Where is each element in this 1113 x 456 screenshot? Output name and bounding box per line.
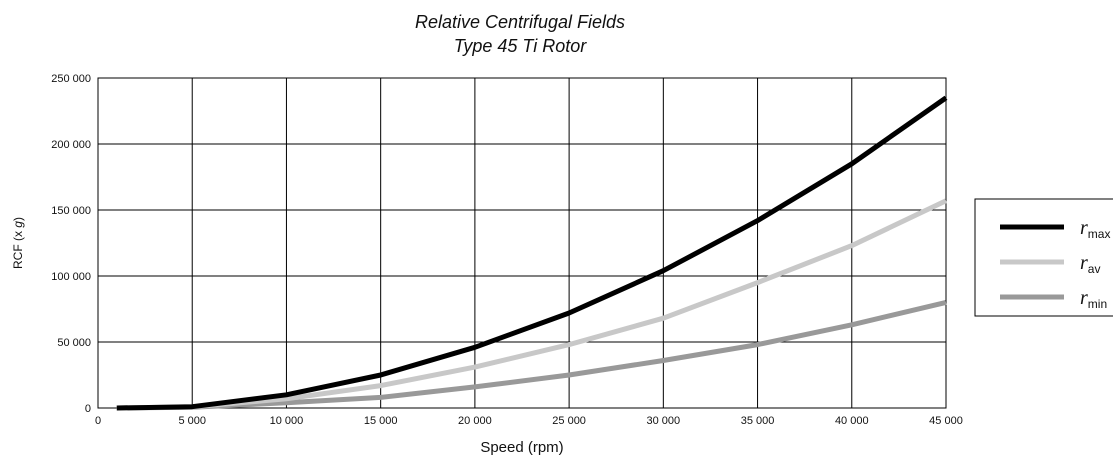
x-tick-label: 15 000 <box>364 415 398 427</box>
legend: rmax rav rmin <box>974 198 1113 317</box>
y-tick-label: 0 <box>85 403 91 415</box>
x-tick-label: 40 000 <box>835 415 869 427</box>
series-line-r-max <box>116 95 948 411</box>
x-tick-label: 25 000 <box>552 415 586 427</box>
y-tick-label: 150 000 <box>51 205 91 217</box>
series-lines <box>116 95 948 411</box>
y-tick-label: 50 000 <box>57 337 91 349</box>
legend-label-min: rmin <box>1080 287 1107 311</box>
x-tick-label: 35 000 <box>741 415 775 427</box>
x-tick-label: 45 000 <box>929 415 963 427</box>
chart-title: Relative Centrifugal Fields <box>415 12 625 32</box>
y-axis-ticks: 0 50 000 100 000 150 000 200 000 250 000 <box>51 73 91 415</box>
x-tick-label: 20 000 <box>458 415 492 427</box>
series-line-r-av <box>116 198 948 411</box>
grid <box>97 77 947 409</box>
legend-label-av: rav <box>1080 252 1100 276</box>
y-tick-label: 200 000 <box>51 139 91 151</box>
x-tick-label: 5 000 <box>178 415 206 427</box>
x-axis-label: Speed (rpm) <box>480 439 563 456</box>
chart-subtitle: Type 45 Ti Rotor <box>454 36 588 56</box>
legend-label-max: rmax <box>1080 217 1110 241</box>
y-tick-label: 100 000 <box>51 271 91 283</box>
x-axis-ticks: 0 5 000 10 000 15 000 20 000 25 000 30 000 35 0… <box>95 415 963 427</box>
plot-frame <box>97 77 947 409</box>
x-tick-label: 30 000 <box>647 415 681 427</box>
x-tick-label: 0 <box>95 415 101 427</box>
x-tick-label: 10 000 <box>270 415 304 427</box>
y-axis-label: RCF (x g) <box>11 217 25 269</box>
y-tick-label: 250 000 <box>51 73 91 85</box>
